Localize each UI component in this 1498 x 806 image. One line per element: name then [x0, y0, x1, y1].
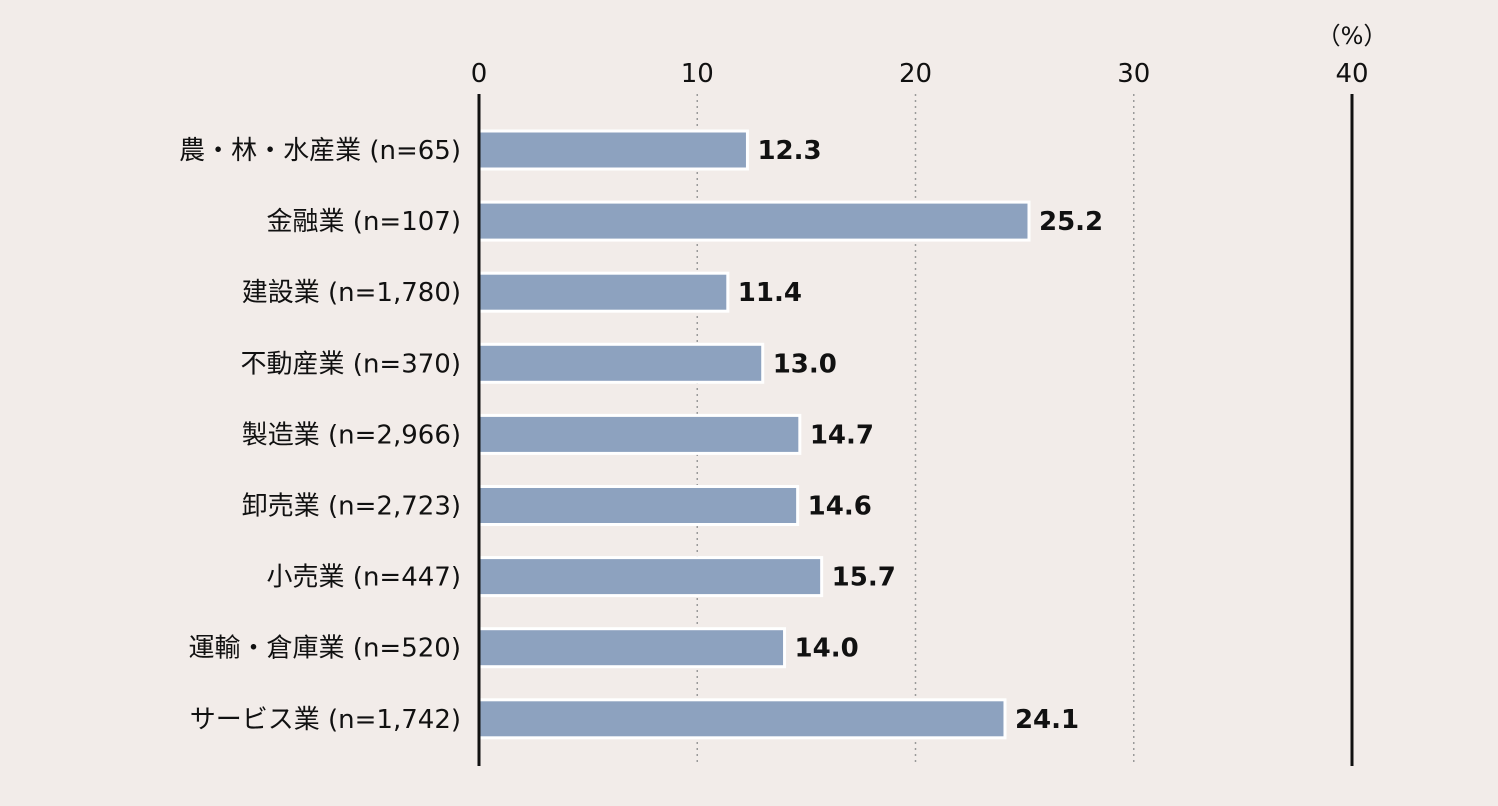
x-tick-label: 10 [681, 59, 714, 89]
bar [477, 413, 802, 455]
bar [477, 129, 749, 171]
labels-layer: 12.3 農・林・水産業 (n=65) 25.2 金融業 (n=107) 11.4 建設業… [179, 136, 1103, 735]
bar [477, 271, 730, 313]
x-tick-label: 0 [471, 59, 488, 89]
bar [477, 200, 1031, 242]
bars-layer [477, 129, 1031, 740]
category-label: 金融業 (n=107) [267, 207, 461, 237]
value-label: 12.3 [757, 136, 821, 166]
category-label: 運輸・倉庫業 (n=520) [189, 634, 461, 664]
value-label: 14.7 [810, 420, 874, 450]
value-label: 24.1 [1015, 705, 1079, 735]
category-label: 卸売業 (n=2,723) [242, 492, 461, 522]
category-label: 農・林・水産業 (n=65) [179, 136, 461, 166]
category-label: 不動産業 (n=370) [241, 349, 461, 379]
bar [477, 342, 765, 384]
x-tick-label: 20 [899, 59, 932, 89]
axis-layer: 0 10 20 30 40 [471, 59, 1369, 766]
unit-label: （%） [1317, 22, 1388, 50]
x-tick-label: 40 [1335, 59, 1368, 89]
bar [477, 627, 787, 669]
value-label: 15.7 [832, 563, 896, 593]
bar [477, 485, 800, 526]
x-tick-label: 30 [1117, 59, 1150, 89]
value-label: 14.0 [795, 634, 859, 664]
value-label: 25.2 [1039, 207, 1103, 237]
value-label: 14.6 [808, 492, 872, 522]
category-label: 建設業 (n=1,780) [242, 278, 461, 308]
value-label: 11.4 [738, 278, 802, 308]
category-label: 製造業 (n=2,966) [242, 420, 461, 450]
bar [477, 556, 824, 598]
value-label: 13.0 [773, 349, 837, 379]
category-label: サービス業 (n=1,742) [190, 705, 461, 735]
category-label: 小売業 (n=447) [267, 563, 461, 593]
bar [477, 698, 1007, 740]
